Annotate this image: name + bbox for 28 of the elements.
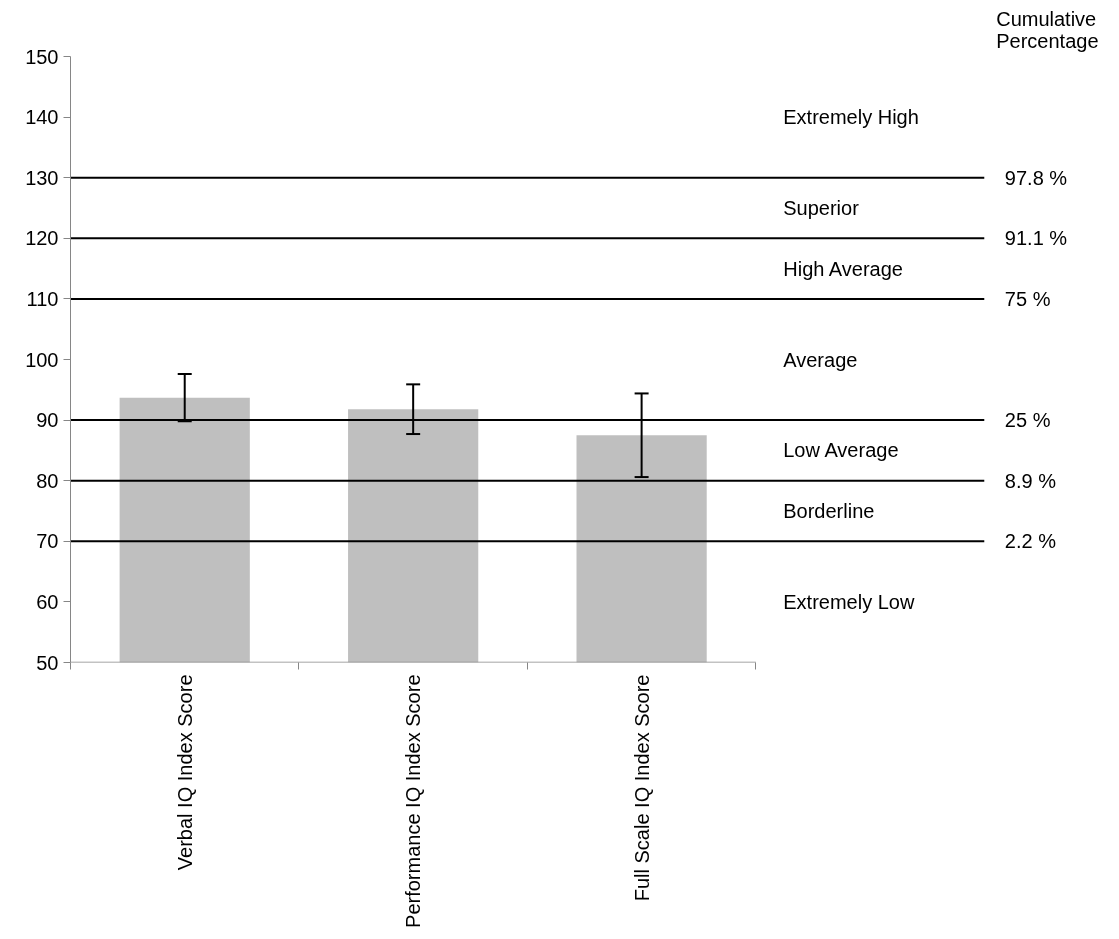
text: High Average <box>783 257 903 280</box>
text: 97.8 % <box>1004 166 1068 189</box>
y-tick-label: 100 <box>25 348 59 371</box>
text: Extremely Low <box>783 590 915 613</box>
y-tick-label: 130 <box>25 166 59 189</box>
text: Extremely High <box>783 106 919 129</box>
text: Low Average <box>783 439 899 462</box>
y-tick-label: 60 <box>36 590 59 613</box>
x-tick-label: Full Scale IQ Index Score <box>630 674 653 902</box>
text: Average <box>783 348 858 371</box>
y-tick-label: 90 <box>36 409 59 432</box>
text: Borderline <box>783 500 875 522</box>
text: 25 % <box>1004 409 1051 432</box>
text: 91.1 % <box>1004 227 1068 250</box>
text: 75 % <box>1004 287 1051 310</box>
x-tick-label: Performance IQ Index Score <box>402 674 425 928</box>
text: 2.2 % <box>1004 530 1057 553</box>
y-tick-label: 120 <box>25 227 59 250</box>
y-tick-label: 80 <box>36 469 59 492</box>
y-tick-label: 110 <box>26 287 59 310</box>
text: Superior <box>783 197 860 219</box>
y-tick-label: 150 <box>25 45 59 68</box>
y-tick-label: 70 <box>36 530 59 553</box>
text: 8.9 % <box>1004 469 1057 492</box>
y-tick-label: 50 <box>36 651 59 674</box>
y-tick-label: 140 <box>25 106 59 129</box>
text: Cumulative Percentage <box>996 7 1099 52</box>
x-tick-label: Verbal IQ Index Score <box>173 674 196 871</box>
